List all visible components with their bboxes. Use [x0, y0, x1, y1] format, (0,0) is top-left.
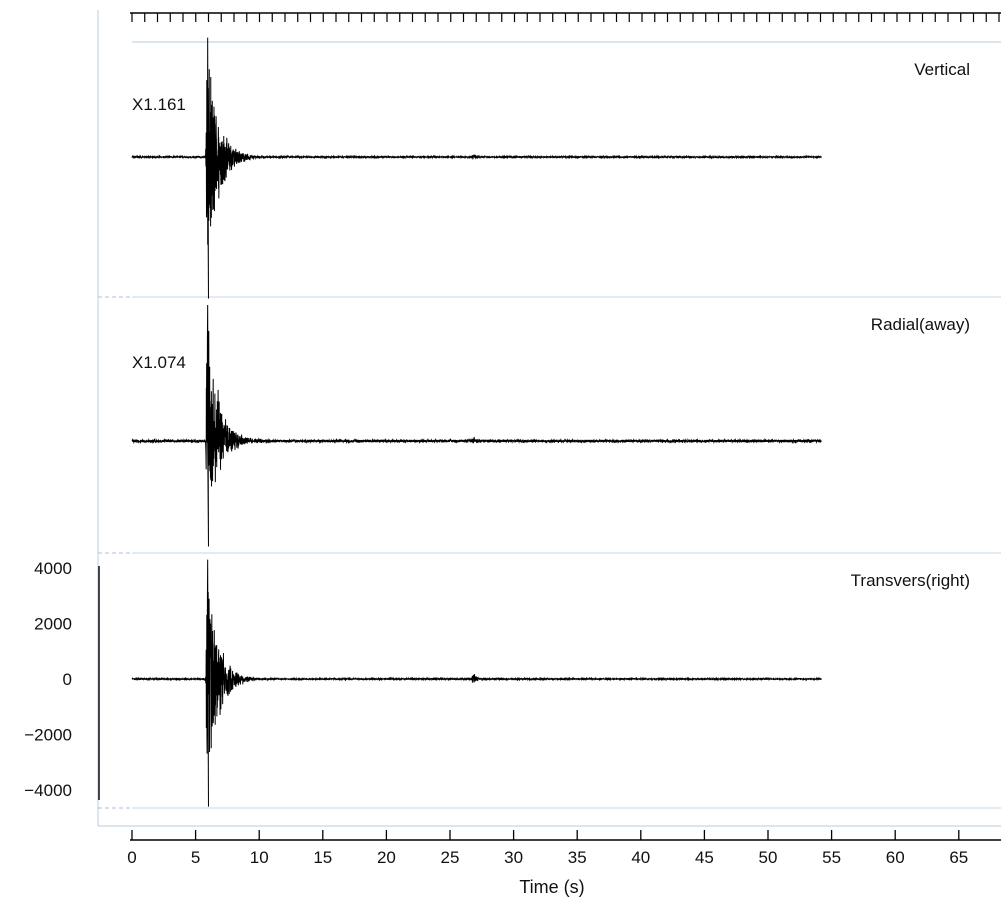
x-tick-label: 15 [313, 848, 332, 867]
y-tick-label: 2000 [34, 615, 72, 634]
y-tick-label: 4000 [34, 559, 72, 578]
x-tick-label: 20 [377, 848, 396, 867]
y-axis: 4000 2000 0 −2000 −4000 [24, 559, 100, 800]
trace-transvers-right [131, 559, 822, 807]
series-label: Vertical [914, 60, 970, 79]
x-tick-label: 25 [441, 848, 460, 867]
x-tick-label: 0 [127, 848, 136, 867]
scale-factor-label: X1.074 [132, 353, 186, 372]
x-tick-label: 65 [949, 848, 968, 867]
top-tick-ruler [130, 12, 1001, 22]
panel-separators [98, 296, 1001, 809]
x-tick-label: 60 [886, 848, 905, 867]
x-tick-label: 5 [191, 848, 200, 867]
y-tick-label: 0 [63, 670, 72, 689]
x-tick-label: 40 [631, 848, 650, 867]
x-tick-label: 45 [695, 848, 714, 867]
x-tick-label: 55 [822, 848, 841, 867]
y-tick-label: −4000 [24, 781, 72, 800]
scale-factor-label: X1.161 [132, 95, 186, 114]
x-tick-label: 35 [568, 848, 587, 867]
y-tick-label: −2000 [24, 726, 72, 745]
x-axis-title: Time (s) [519, 877, 584, 897]
x-tick-label: 50 [759, 848, 778, 867]
x-tick-label: 10 [250, 848, 269, 867]
x-tick-label: 30 [504, 848, 523, 867]
traces [131, 37, 822, 807]
x-axis: 0 5 10 15 20 25 30 35 40 45 50 55 60 65 [127, 830, 1001, 867]
trace-radial-away [131, 305, 822, 547]
trace-vertical [131, 37, 822, 299]
plot-frame [97, 10, 1001, 827]
panel-labels: Vertical X1.161 Radial(away) X1.074 Transver… [132, 60, 970, 590]
series-label: Radial(away) [871, 315, 970, 334]
series-label: Transvers(right) [851, 571, 970, 590]
